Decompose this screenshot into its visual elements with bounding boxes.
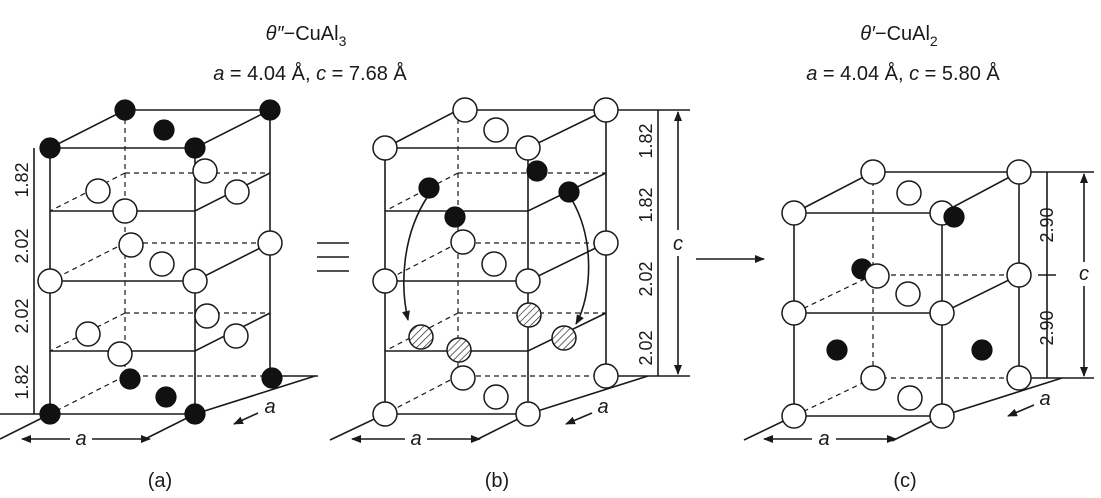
al-atom: [194, 303, 220, 329]
cu-atom: [971, 339, 993, 361]
cu-atom: [155, 386, 177, 408]
params-c: a = 4.04 Å, c = 5.80 Å: [806, 62, 1000, 85]
cu-atom: [39, 137, 61, 159]
cu-atom: [259, 99, 281, 121]
panel-b-spacing-2: 1.82: [636, 187, 656, 222]
panel-a-spacing-3: 2.02: [12, 298, 32, 333]
al-atom: [895, 281, 921, 307]
panel-c: 2.90 2.90 c a a (c): [743, 159, 1094, 492]
panel-a-a-bottom: a: [75, 428, 86, 450]
cu-atom: [153, 119, 175, 141]
hatched-atom: [408, 324, 434, 350]
panel-a: 1.82 2.02 2.02 1.82 a a (a: [0, 99, 318, 492]
al-atom: [149, 251, 175, 277]
panel-b-spacing-4: 2.02: [636, 330, 656, 365]
al-atom: [593, 363, 619, 389]
al-atom: [85, 178, 111, 204]
al-atom: [372, 268, 398, 294]
al-atom: [1006, 365, 1032, 391]
theta-dp-title: θ″−CuAl3: [266, 23, 347, 49]
al-atom: [1006, 262, 1032, 288]
hatched-atom: [516, 302, 542, 328]
al-atom: [450, 365, 476, 391]
al-atom: [781, 300, 807, 326]
theta-p-title: θ′−CuAl2: [860, 23, 938, 49]
al-atom: [593, 97, 619, 123]
al-atom: [515, 401, 541, 427]
panel-a-spacing-1: 1.82: [12, 162, 32, 197]
al-atom: [1006, 159, 1032, 185]
al-atom: [896, 180, 922, 206]
panel-c-a-bottom: a: [818, 428, 829, 450]
al-atom: [223, 323, 249, 349]
panel-b-a-bottom: a: [410, 428, 421, 450]
cu-atom: [943, 206, 965, 228]
panel-a-spacing-4: 1.82: [12, 364, 32, 399]
al-atom: [864, 263, 890, 289]
cu-atom: [184, 403, 206, 425]
al-atom: [515, 268, 541, 294]
hatched-atom: [551, 325, 577, 351]
cu-atom: [119, 368, 141, 390]
al-atom: [593, 230, 619, 256]
panel-b: 1.82 1.82 2.02 2.02 c a a: [329, 97, 690, 492]
cu-atom: [261, 367, 283, 389]
params-ab: a = 4.04 Å, c = 7.68 Å: [213, 62, 407, 85]
al-atom: [372, 135, 398, 161]
panel-b-caption: (b): [485, 470, 509, 492]
panel-b-spacing-1: 1.82: [636, 123, 656, 158]
al-atom: [483, 117, 509, 143]
cu-atom: [526, 160, 548, 182]
panel-c-c-label: c: [1079, 263, 1089, 285]
al-atom: [182, 268, 208, 294]
al-atom: [372, 401, 398, 427]
panel-c-caption: (c): [893, 470, 916, 492]
al-atom: [860, 365, 886, 391]
al-atom: [483, 384, 509, 410]
al-atom: [515, 135, 541, 161]
al-atom: [481, 251, 507, 277]
al-atom: [929, 300, 955, 326]
panel-c-spacing-2: 2.90: [1037, 310, 1057, 345]
al-atom: [781, 200, 807, 226]
panel-a-spacing-2: 2.02: [12, 228, 32, 263]
al-atom: [75, 321, 101, 347]
al-atom: [192, 158, 218, 184]
panel-a-a-depth: a: [264, 396, 275, 418]
al-atom: [107, 341, 133, 367]
al-atom: [118, 232, 144, 258]
al-atom: [897, 385, 923, 411]
hatched-atom: [446, 337, 472, 363]
al-atom: [929, 403, 955, 429]
cu-atom: [39, 403, 61, 425]
panel-b-c-label: c: [673, 233, 683, 255]
cu-atom: [184, 137, 206, 159]
al-atom: [112, 198, 138, 224]
cu-atom: [444, 206, 466, 228]
al-atom: [452, 97, 478, 123]
cu-atom: [418, 177, 440, 199]
al-atom: [257, 230, 283, 256]
panel-b-spacing-3: 2.02: [636, 261, 656, 296]
panel-b-a-depth: a: [597, 396, 608, 418]
al-atom: [860, 159, 886, 185]
al-atom: [37, 268, 63, 294]
al-atom: [224, 179, 250, 205]
panel-c-spacing-1: 2.90: [1037, 207, 1057, 242]
al-atom: [781, 403, 807, 429]
panel-c-a-depth: a: [1039, 388, 1050, 410]
cu-atom: [558, 181, 580, 203]
al-atom: [450, 229, 476, 255]
cu-atom: [826, 339, 848, 361]
cu-atom: [114, 99, 136, 121]
panel-a-caption: (a): [148, 470, 172, 492]
equivalent-sign: [317, 242, 349, 272]
